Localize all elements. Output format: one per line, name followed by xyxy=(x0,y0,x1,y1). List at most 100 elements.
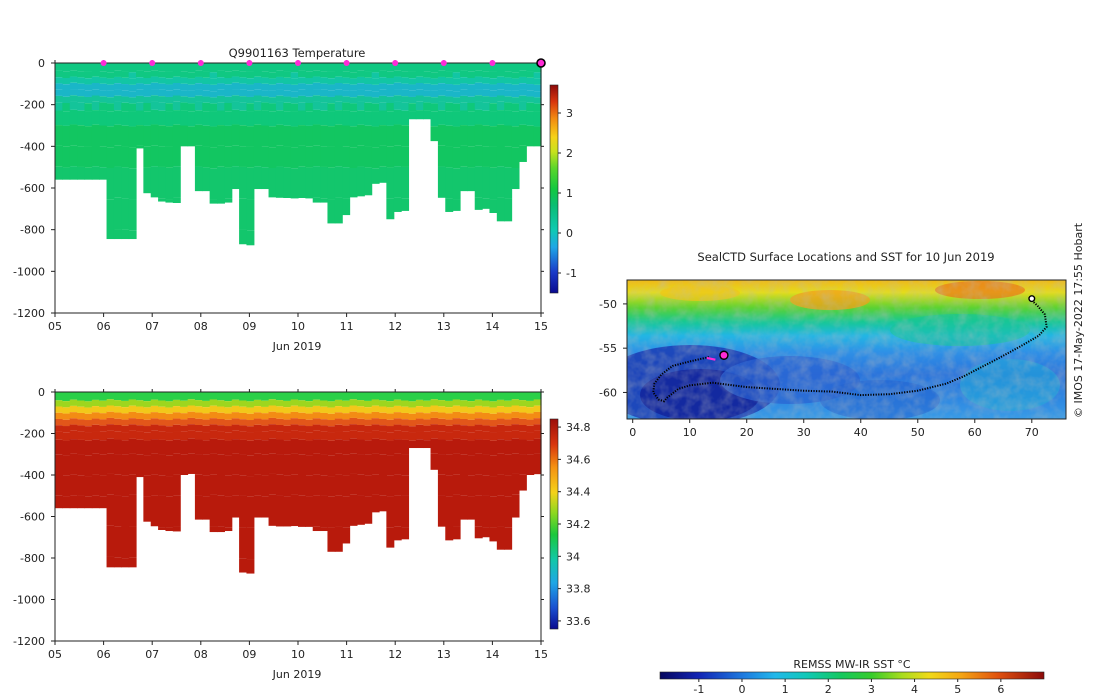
profile-cell xyxy=(121,527,130,559)
profile-cell xyxy=(283,440,292,455)
profile-cell xyxy=(511,438,520,454)
profile-cell xyxy=(77,125,86,147)
profile-cell xyxy=(290,84,299,92)
profile-cell xyxy=(305,71,314,78)
profile-cell xyxy=(290,72,299,79)
profile-cell xyxy=(180,392,189,401)
profile-cell xyxy=(401,96,410,103)
profile-cell xyxy=(283,419,292,426)
sst-colorbar xyxy=(659,671,1045,680)
profile-cell xyxy=(91,392,100,400)
profile-cell xyxy=(482,406,491,413)
profile-cell xyxy=(312,166,321,198)
profile-cell xyxy=(165,103,174,112)
profile-cell xyxy=(342,167,351,199)
profile-cell xyxy=(305,432,314,441)
profile-cell xyxy=(261,406,270,414)
profile-cell xyxy=(364,84,373,91)
profile-cell xyxy=(460,63,468,71)
lon-tick-label: 50 xyxy=(911,426,925,439)
profile-cell xyxy=(62,455,71,476)
profile-cell xyxy=(99,77,108,84)
profile-cell xyxy=(408,90,417,97)
profile-cell xyxy=(246,63,255,72)
profile-marker xyxy=(440,60,447,66)
x-tick-label: 06 xyxy=(97,320,111,333)
profile-cell xyxy=(172,399,181,407)
profile-cell xyxy=(511,78,520,85)
profile-cell xyxy=(158,71,167,78)
profile-cell xyxy=(474,439,483,454)
profile-cell xyxy=(298,431,306,440)
profile-cell xyxy=(209,126,218,148)
profile-cell xyxy=(165,146,174,168)
profile-cell xyxy=(217,454,225,475)
profile-cell xyxy=(150,453,159,475)
profile-cell xyxy=(268,103,277,112)
profile-cell xyxy=(489,527,498,542)
profile-cell xyxy=(224,419,233,427)
profile-cell xyxy=(261,71,270,78)
profile-cell xyxy=(91,101,100,111)
profile-cell xyxy=(136,110,144,126)
profile-cell xyxy=(489,71,498,79)
profile-cell xyxy=(158,77,167,84)
profile-cell xyxy=(217,70,225,78)
profile-cell xyxy=(356,83,365,90)
profile-cell xyxy=(128,103,137,112)
profile-cell xyxy=(69,63,78,71)
profile-cell xyxy=(482,412,491,420)
profile-cell xyxy=(136,406,144,413)
profile-cell xyxy=(62,103,71,112)
y-tick-label: -1200 xyxy=(13,635,45,648)
profile-cell xyxy=(253,70,262,77)
profile-cell xyxy=(445,198,454,212)
profile-cell xyxy=(283,111,292,126)
profile-cell xyxy=(320,475,329,496)
salinity-colorbar xyxy=(549,418,559,630)
profile-cell xyxy=(121,63,130,72)
profile-cell xyxy=(467,392,476,402)
profile-cell xyxy=(239,89,248,97)
profile-cell xyxy=(268,453,277,474)
profile-cell xyxy=(518,145,527,162)
profile-cell xyxy=(474,405,483,413)
profile-cell xyxy=(496,399,505,407)
profile-cell xyxy=(334,526,343,552)
profile-cell xyxy=(231,430,240,440)
profile-cell xyxy=(482,425,491,432)
profile-cell xyxy=(121,96,130,103)
profile-cell xyxy=(386,419,395,427)
profile-cell xyxy=(268,72,277,79)
profile-cell xyxy=(467,63,476,72)
profile-cell xyxy=(99,167,108,180)
profile-cell xyxy=(261,392,270,401)
profile-cell xyxy=(371,411,380,419)
profile-cell xyxy=(209,63,218,73)
profile-cell xyxy=(349,424,358,431)
profile-cell xyxy=(180,90,189,97)
profile-cell xyxy=(334,83,343,90)
profile-cell xyxy=(504,90,513,97)
profile-cell xyxy=(460,83,468,90)
profile-cell xyxy=(415,83,424,90)
profile-cell xyxy=(379,425,387,432)
x-tick-label: 05 xyxy=(48,648,62,661)
profile-cell xyxy=(209,526,218,533)
profile-cell xyxy=(128,199,137,231)
profile-cell xyxy=(268,126,277,148)
profile-cell xyxy=(69,430,78,440)
profile-cell xyxy=(320,431,329,440)
profile-cell xyxy=(84,146,93,168)
profile-cell xyxy=(136,425,144,432)
profile-cell xyxy=(467,426,476,433)
profile-cell xyxy=(268,78,277,85)
profile-cell xyxy=(342,146,351,168)
profile-cell xyxy=(305,111,314,126)
profile-cell xyxy=(202,440,211,455)
profile-cell xyxy=(202,432,211,441)
profile-cell xyxy=(239,419,248,426)
profile-cell xyxy=(415,110,424,120)
profile-cell xyxy=(467,146,476,168)
profile-cell xyxy=(364,63,373,72)
